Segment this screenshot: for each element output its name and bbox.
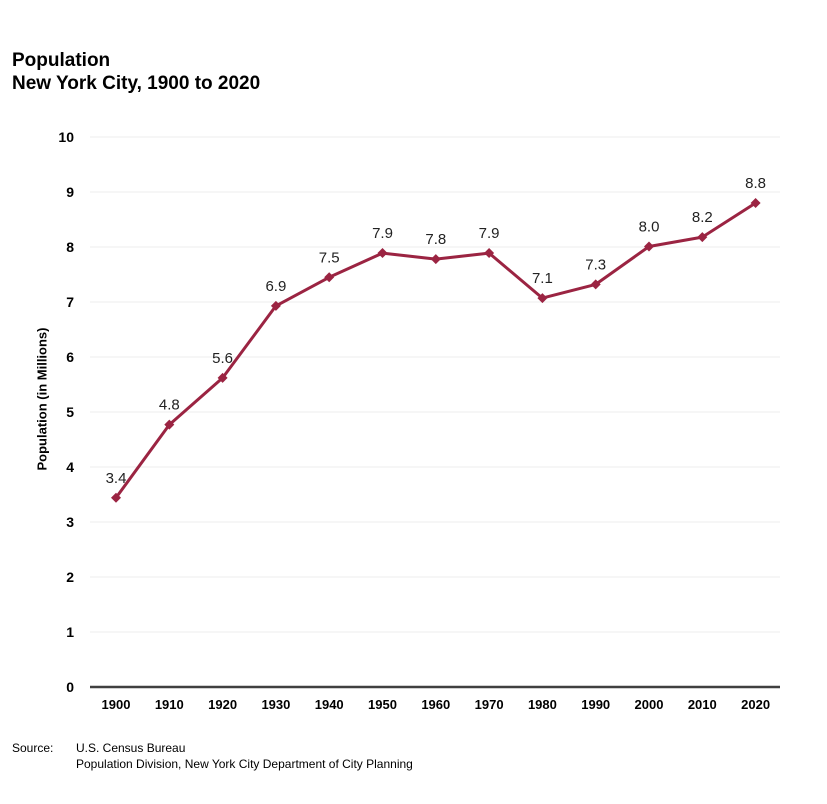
x-tick-label: 1940 bbox=[315, 697, 344, 712]
y-tick-label: 6 bbox=[66, 349, 74, 365]
data-point bbox=[377, 248, 388, 259]
gridlines bbox=[90, 136, 780, 633]
chart-title-block: Population New York City, 1900 to 2020 bbox=[12, 49, 260, 95]
x-tick-label: 1970 bbox=[475, 697, 504, 712]
data-label: 8.2 bbox=[692, 209, 713, 226]
y-tick-label: 0 bbox=[66, 679, 74, 695]
data-point bbox=[750, 198, 761, 208]
x-tick-label: 2020 bbox=[741, 697, 770, 712]
data-label: 8.8 bbox=[745, 175, 766, 192]
source-line-2: Population Division, New York City Depar… bbox=[76, 757, 413, 771]
y-tick-label: 8 bbox=[66, 239, 74, 255]
source-line-1: U.S. Census Bureau bbox=[76, 741, 186, 755]
x-tick-label: 1980 bbox=[528, 697, 557, 712]
x-tick-label: 1910 bbox=[155, 697, 184, 712]
y-tick-labels: 0 1 2 3 4 5 6 7 8 9 10 bbox=[58, 129, 74, 695]
data-point bbox=[430, 254, 441, 265]
data-label: 7.9 bbox=[372, 225, 393, 242]
y-tick-label: 2 bbox=[66, 569, 74, 585]
y-tick-label: 9 bbox=[66, 184, 74, 200]
x-tick-label: 1900 bbox=[102, 697, 131, 712]
data-point bbox=[644, 241, 654, 252]
y-tick-label: 7 bbox=[66, 294, 74, 310]
data-point bbox=[484, 248, 495, 259]
data-labels: 3.4 4.8 5.6 6.9 7.5 7.9 7.8 7.9 7.1 7.3 8.0 8.2 8.8 bbox=[106, 175, 766, 487]
chart-subtitle: New York City, 1900 to 2020 bbox=[12, 73, 261, 94]
data-label: 7.9 bbox=[479, 225, 500, 242]
y-tick-label: 4 bbox=[66, 459, 74, 475]
data-label: 4.8 bbox=[159, 397, 180, 414]
data-label: 7.1 bbox=[532, 270, 553, 287]
y-tick-label: 5 bbox=[66, 404, 74, 420]
data-label: 8.0 bbox=[639, 218, 660, 235]
data-label: 7.3 bbox=[585, 256, 606, 273]
data-point bbox=[270, 300, 281, 311]
y-tick-label: 1 bbox=[66, 624, 74, 640]
source-label: Source: bbox=[12, 741, 54, 755]
y-tick-label: 10 bbox=[58, 129, 74, 145]
data-label: 7.5 bbox=[319, 249, 340, 266]
data-label: 7.8 bbox=[425, 231, 446, 248]
data-point bbox=[324, 272, 335, 283]
data-point bbox=[590, 279, 601, 290]
x-tick-labels: 1900 1910 1920 1930 1940 1950 1960 1970 1980 1990… bbox=[102, 697, 771, 712]
data-label: 6.9 bbox=[265, 278, 286, 295]
chart-title: Population bbox=[12, 50, 111, 71]
x-tick-label: 1930 bbox=[261, 697, 290, 712]
series-markers bbox=[111, 198, 761, 503]
x-tick-label: 1960 bbox=[421, 697, 450, 712]
data-point bbox=[111, 492, 121, 503]
data-point bbox=[537, 293, 548, 304]
data-label: 3.4 bbox=[106, 470, 127, 487]
x-tick-label: 2010 bbox=[688, 697, 717, 712]
x-tick-label: 1920 bbox=[208, 697, 237, 712]
x-tick-label: 2000 bbox=[635, 697, 664, 712]
data-label: 5.6 bbox=[212, 350, 233, 367]
data-point bbox=[217, 372, 228, 383]
x-tick-label: 1990 bbox=[581, 697, 610, 712]
data-point bbox=[697, 232, 708, 243]
y-tick-label: 3 bbox=[66, 514, 74, 530]
x-tick-label: 1950 bbox=[368, 697, 397, 712]
data-point bbox=[164, 419, 175, 430]
